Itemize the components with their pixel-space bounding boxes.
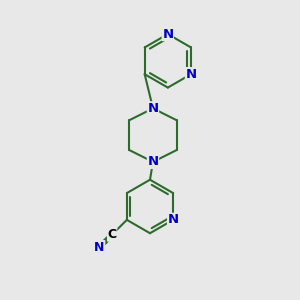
Text: N: N — [185, 68, 197, 81]
Text: N: N — [94, 241, 105, 254]
Text: N: N — [162, 28, 173, 40]
Text: N: N — [168, 213, 179, 226]
Text: N: N — [147, 155, 158, 168]
Text: N: N — [147, 102, 158, 115]
Text: C: C — [108, 228, 117, 241]
